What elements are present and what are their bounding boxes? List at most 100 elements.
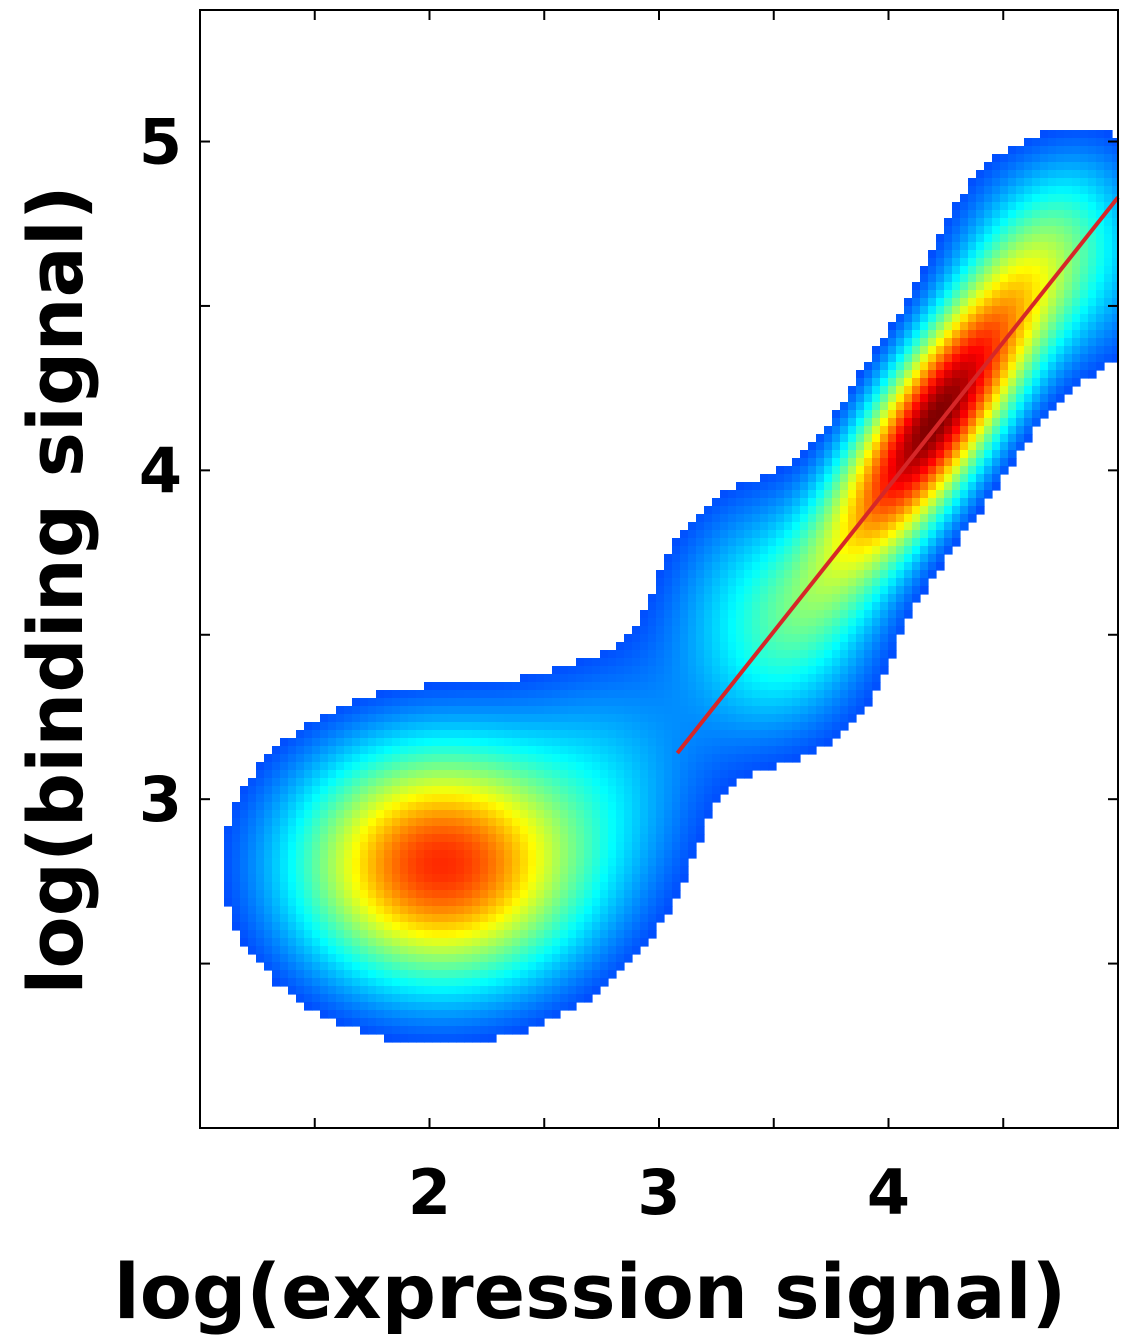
density-cell (352, 714, 361, 723)
density-cell (352, 1010, 361, 1019)
density-cell (584, 810, 593, 819)
density-cell (992, 466, 1001, 475)
density-cell (536, 978, 545, 987)
density-cell (432, 890, 441, 899)
density-cell (776, 690, 785, 699)
density-cell (640, 882, 649, 891)
density-cell (296, 818, 305, 827)
density-cell (576, 698, 585, 707)
density-cell (1096, 322, 1105, 331)
density-cell (1000, 258, 1009, 267)
density-cell (400, 994, 409, 1003)
density-cell (408, 770, 417, 779)
density-cell (344, 866, 353, 875)
density-cell (376, 930, 385, 939)
density-cell (624, 658, 633, 667)
density-cell (1040, 226, 1049, 235)
density-cell (488, 698, 497, 707)
density-cell (584, 890, 593, 899)
density-cell (776, 522, 785, 531)
density-cell (920, 586, 929, 595)
density-cell (904, 354, 913, 363)
density-cell (512, 858, 521, 867)
density-cell (808, 474, 817, 483)
density-cell (544, 858, 553, 867)
density-cell (936, 402, 945, 411)
density-cell (312, 754, 321, 763)
density-cell (400, 858, 409, 867)
density-cell (376, 842, 385, 851)
density-cell (1088, 282, 1097, 291)
density-cell (648, 866, 657, 875)
density-cell (1080, 314, 1089, 323)
density-cell (1048, 194, 1057, 203)
density-cell (288, 818, 297, 827)
density-cell (872, 594, 881, 603)
density-cell (520, 706, 529, 715)
density-cell (856, 490, 865, 499)
density-cell (512, 890, 521, 899)
density-cell (376, 1018, 385, 1027)
density-cell (920, 394, 929, 403)
density-cell (368, 762, 377, 771)
density-cell (992, 226, 1001, 235)
density-cell (832, 722, 841, 731)
density-cell (872, 506, 881, 515)
density-cell (784, 602, 793, 611)
density-cell (696, 586, 705, 595)
density-cell (664, 594, 673, 603)
density-cell (544, 818, 553, 827)
y-tick-label: 4 (139, 434, 182, 507)
density-cell (1080, 346, 1089, 355)
density-cell (1008, 426, 1017, 435)
density-cell (256, 874, 265, 883)
density-cell (640, 714, 649, 723)
density-cell (920, 514, 929, 523)
density-cell (848, 546, 857, 555)
density-cell (344, 842, 353, 851)
density-cell (480, 946, 489, 955)
density-cell (984, 434, 993, 443)
density-cell (608, 754, 617, 763)
density-cell (488, 802, 497, 811)
density-cell (664, 602, 673, 611)
density-cell (608, 778, 617, 787)
density-cell (952, 226, 961, 235)
density-cell (384, 858, 393, 867)
density-cell (600, 794, 609, 803)
density-cell (640, 890, 649, 899)
density-cell (976, 338, 985, 347)
density-cell (872, 570, 881, 579)
density-cell (800, 674, 809, 683)
density-cell (624, 842, 633, 851)
density-cell (224, 826, 233, 835)
density-cell (416, 986, 425, 995)
density-cell (760, 474, 769, 483)
density-cell (376, 834, 385, 843)
density-cell (1032, 378, 1041, 387)
density-cell (904, 426, 913, 435)
density-cell (816, 706, 825, 715)
density-cell (408, 866, 417, 875)
density-cell (1024, 338, 1033, 347)
density-cell (760, 738, 769, 747)
density-cell (584, 738, 593, 747)
density-cell (816, 498, 825, 507)
density-cell (488, 914, 497, 923)
density-cell (424, 986, 433, 995)
density-cell (728, 546, 737, 555)
density-cell (408, 906, 417, 915)
density-cell (728, 658, 737, 667)
density-cell (1056, 290, 1065, 299)
density-cell (720, 586, 729, 595)
density-cell (296, 802, 305, 811)
density-cell (808, 506, 817, 515)
density-cell (536, 930, 545, 939)
density-cell (744, 706, 753, 715)
density-cell (496, 930, 505, 939)
density-cell (984, 202, 993, 211)
density-cell (728, 610, 737, 619)
density-cell (1056, 146, 1065, 155)
density-cell (544, 922, 553, 931)
density-cell (336, 970, 345, 979)
